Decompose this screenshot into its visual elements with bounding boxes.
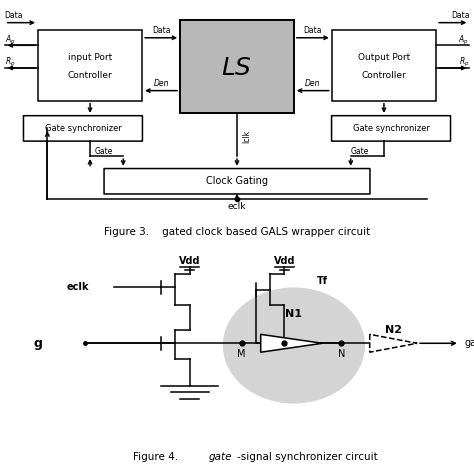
Text: lclk: lclk — [242, 129, 251, 142]
Bar — [332, 30, 436, 101]
Text: Gate: Gate — [351, 147, 369, 155]
Text: $\mathit{LS}$: $\mathit{LS}$ — [221, 56, 253, 80]
Text: Vdd: Vdd — [179, 256, 201, 266]
Text: Den: Den — [305, 78, 320, 87]
Text: Data: Data — [303, 26, 322, 35]
Text: gate: gate — [465, 338, 474, 348]
Text: Data: Data — [152, 26, 171, 35]
Text: Data: Data — [451, 10, 469, 19]
Text: Gate synchronizer: Gate synchronizer — [45, 124, 121, 133]
Text: Figure 3.    gated clock based GALS wrapper circuit: Figure 3. gated clock based GALS wrapper… — [104, 227, 370, 237]
Text: gate: gate — [209, 452, 232, 462]
Text: Clock Gating: Clock Gating — [206, 176, 268, 186]
Text: Gate: Gate — [95, 147, 113, 155]
Polygon shape — [261, 334, 322, 352]
Ellipse shape — [223, 287, 365, 404]
Text: Data: Data — [5, 10, 23, 19]
Text: -signal synchronizer circuit: -signal synchronizer circuit — [237, 452, 378, 462]
FancyBboxPatch shape — [104, 169, 370, 194]
Text: input Port: input Port — [68, 53, 112, 62]
Text: M: M — [237, 350, 246, 360]
Text: g: g — [33, 337, 42, 350]
Text: N: N — [337, 350, 345, 360]
Bar — [180, 20, 294, 114]
Polygon shape — [370, 334, 417, 352]
Text: N1: N1 — [285, 309, 302, 319]
Text: $R_p$: $R_p$ — [5, 57, 15, 69]
Text: Output Port: Output Port — [358, 53, 410, 62]
Bar — [38, 30, 142, 101]
FancyBboxPatch shape — [23, 116, 142, 141]
Text: Controller: Controller — [68, 71, 112, 80]
Text: $R_p$: $R_p$ — [459, 57, 469, 69]
Text: Controller: Controller — [362, 71, 406, 80]
FancyBboxPatch shape — [332, 116, 451, 141]
Text: Vdd: Vdd — [273, 256, 295, 266]
Text: Den: Den — [154, 78, 169, 87]
Text: eclk: eclk — [66, 283, 89, 293]
Text: $A_p$: $A_p$ — [458, 34, 469, 47]
Text: eclk: eclk — [228, 202, 246, 211]
Text: Tf: Tf — [317, 276, 328, 286]
Text: $A_p$: $A_p$ — [5, 34, 16, 47]
Text: Gate synchronizer: Gate synchronizer — [353, 124, 429, 133]
Text: Figure 4.: Figure 4. — [133, 452, 178, 462]
Text: N2: N2 — [385, 325, 402, 335]
